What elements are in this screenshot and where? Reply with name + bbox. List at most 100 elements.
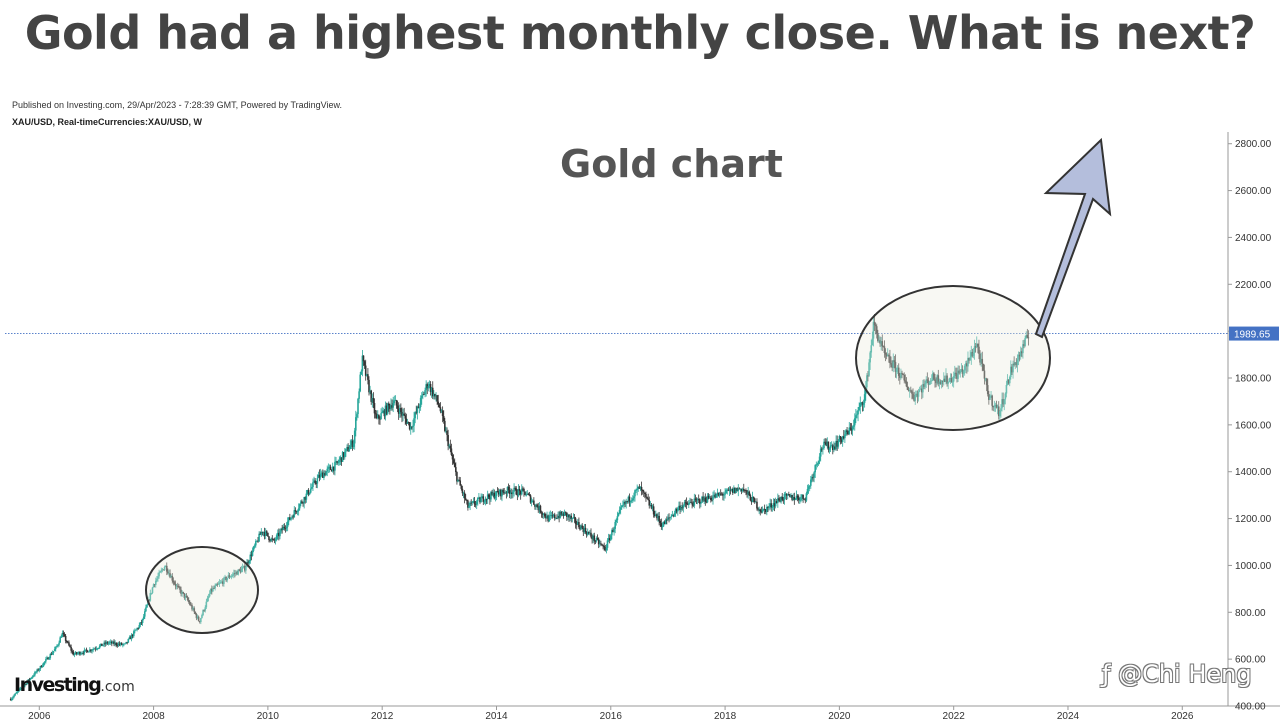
candle-body: [525, 494, 527, 496]
headline: Gold had a highest monthly close. What i…: [24, 6, 1256, 60]
candle-body: [501, 489, 503, 497]
candle-body: [640, 486, 643, 491]
candle-body: [184, 596, 187, 598]
candle-body: [774, 501, 777, 507]
candle-body: [794, 499, 797, 501]
candle-body: [616, 516, 619, 521]
candle-body: [384, 405, 387, 417]
candle-body: [531, 500, 534, 502]
candle-body: [71, 650, 74, 652]
candle-body: [668, 517, 670, 519]
candle-body: [359, 374, 362, 392]
candle-body: [623, 501, 625, 505]
candle-body: [151, 587, 154, 593]
candle-body: [433, 393, 435, 397]
candle-body: [126, 641, 129, 643]
candle-body: [436, 395, 438, 402]
candle-body: [540, 512, 543, 514]
candle-body: [775, 501, 778, 503]
candle-body: [639, 486, 642, 489]
candle-body: [893, 360, 896, 362]
candle-body: [28, 679, 31, 681]
candle-body: [445, 430, 447, 432]
chart-title: Gold chart: [560, 142, 783, 186]
candle-body: [337, 462, 340, 464]
candle-body: [784, 493, 787, 495]
candle-body: [868, 362, 870, 376]
candle-body: [143, 611, 146, 617]
candle-body: [669, 517, 671, 518]
candle-body: [570, 515, 573, 519]
x-tick-label: 2022: [943, 711, 966, 720]
candle-body: [915, 393, 918, 395]
candle-body: [437, 401, 440, 405]
candle-body: [968, 357, 970, 361]
candle-body: [67, 642, 69, 644]
candle-body: [90, 649, 92, 652]
candle-body: [730, 488, 733, 491]
candle-body: [595, 538, 598, 541]
candle-body: [441, 410, 444, 417]
candle-body: [1007, 379, 1010, 384]
candle-body: [346, 447, 348, 449]
candle-body: [799, 500, 801, 501]
candle-body: [107, 642, 110, 644]
candle-body: [472, 501, 475, 503]
candle-body: [108, 642, 111, 644]
candle-body: [333, 466, 335, 471]
candle-body: [803, 498, 806, 500]
candle-body: [817, 460, 820, 464]
candle-body: [537, 506, 540, 511]
candle-body: [145, 607, 147, 612]
candle-body: [182, 591, 185, 594]
candle-body: [20, 688, 23, 689]
candle-body: [538, 505, 541, 511]
candle-body: [725, 489, 727, 494]
candle-body: [484, 498, 487, 502]
candle-body: [935, 381, 937, 384]
candle-body: [853, 418, 856, 426]
candle-body: [192, 608, 194, 610]
candle-body: [263, 532, 266, 536]
candle-body: [761, 509, 764, 513]
candle-body: [866, 375, 868, 388]
candle-body: [890, 363, 892, 365]
candle-body: [746, 490, 748, 495]
candle-body: [1013, 363, 1015, 365]
candle-body: [32, 675, 35, 677]
candle-body: [618, 509, 621, 514]
candle-body: [398, 408, 401, 414]
candle-body: [237, 569, 240, 575]
candle-body: [402, 413, 404, 416]
candle-body: [257, 540, 259, 542]
candle-body: [769, 503, 771, 507]
candle-body: [688, 503, 690, 505]
candle-body: [764, 509, 767, 513]
candle-body: [442, 416, 445, 422]
candle-body: [428, 384, 431, 387]
candle-body: [331, 466, 334, 472]
candle-body: [233, 573, 235, 575]
candle-body: [791, 494, 793, 500]
candle-body: [93, 648, 96, 650]
candle-body: [702, 496, 704, 501]
candle-body: [649, 505, 652, 506]
candle-body: [349, 445, 352, 450]
candle-body: [1025, 335, 1028, 339]
candle-body: [627, 496, 630, 502]
candle-body: [981, 358, 984, 364]
candle-body: [862, 402, 865, 405]
y-tick-label: 400.00: [1235, 702, 1266, 713]
candle-body: [280, 528, 282, 532]
candle-body: [802, 494, 804, 499]
y-tick-label: 600.00: [1235, 655, 1266, 666]
candle-body: [226, 578, 229, 581]
candle-body: [575, 523, 578, 525]
candle-body: [993, 406, 996, 408]
candle-body: [275, 535, 278, 540]
candle-body: [685, 502, 688, 505]
candle-body: [319, 473, 322, 478]
candle-body: [533, 500, 535, 505]
candle-body: [830, 445, 833, 447]
candle-body: [490, 491, 492, 500]
